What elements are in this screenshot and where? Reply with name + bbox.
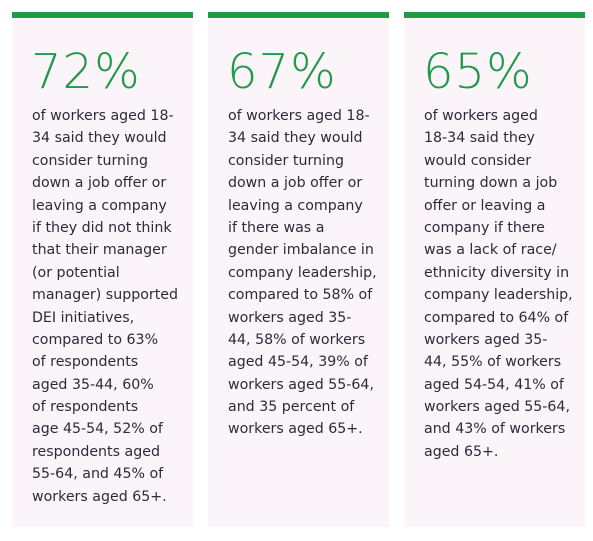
text-line: 34 said they would [32,130,167,147]
text-line: workers aged 55-64, [424,399,570,416]
stat-value: 72% [31,44,141,100]
stat-description: of workers aged 18-34 said they would cons… [424,105,573,463]
text-line: aged 54-54, 41% of [424,376,564,393]
text-line: 34 said they would [228,130,363,147]
text-line: leaving a company [32,197,167,214]
text-line: workers aged 55-64, [228,376,374,393]
text-line: aged 65+. [424,443,499,460]
text-line: company leadership, [228,264,377,281]
text-line: offer or leaving a [424,197,546,214]
stat-card: 65% of workers aged 18-34 said they would c… [404,12,585,527]
text-line: and 43% of workers [424,421,566,438]
text-line: leaving a company [228,197,363,214]
text-line: down a job offer or [32,175,167,192]
text-line: 44, 58% of workers [228,331,366,348]
text-line: compared to 64% of [424,309,569,326]
text-line: of workers aged 18- [32,108,174,124]
text-line: (or potential [32,264,120,281]
text-line: 18-34 said they [424,130,535,147]
text-line: aged 35-44, 60% [32,376,154,393]
stat-card: 67% of workers aged 18- 34 said they would… [208,12,389,527]
text-line: if they did not think [32,219,172,236]
text-line: of respondents [32,354,139,371]
text-line: workers aged 65+. [32,488,167,505]
text-line: workers aged 35- [424,331,548,348]
text-line: company if there [424,219,545,236]
text-line: would consider [424,152,532,169]
text-line: workers aged 65+. [228,421,363,438]
stat-description: of workers aged 18- 34 said they would con… [32,105,178,508]
text-line: consider turning [228,152,344,169]
text-line: consider turning [32,152,148,169]
stat-card: 72% of workers aged 18- 34 said they would… [12,12,193,527]
text-line: of workers aged 18- [228,108,370,124]
text-line: and 35 percent of [228,399,355,416]
text-line: that their manager [32,242,167,259]
text-line: respondents aged [32,443,160,460]
text-line: ethnicity diversity in [424,264,570,281]
text-line: down a job offer or [228,175,363,192]
stat-value: 67% [227,44,337,100]
text-line: compared to 58% of [228,287,373,304]
text-line: age 45-54, 52% of [32,421,163,438]
text-line: gender imbalance in [228,242,374,259]
text-line: compared to 63% [32,331,159,348]
text-line: manager) supported [32,287,179,304]
text-line: of workers aged [424,108,538,124]
text-line: turning down a job [424,175,558,192]
text-line: was a lack of race/ [424,242,557,259]
text-line: company leadership, [424,287,573,304]
text-line: workers aged 35- [228,309,352,326]
text-line: DEI initiatives, [32,309,135,326]
text-line: 44, 55% of workers [424,354,562,371]
text-line: 55-64, and 45% of [32,466,164,483]
stat-value: 65% [423,44,533,100]
text-line: if there was a [228,219,325,236]
text-line: aged 45-54, 39% of [228,354,368,371]
text-line: of respondents [32,399,139,416]
stat-description: of workers aged 18- 34 said they would con… [228,105,377,441]
